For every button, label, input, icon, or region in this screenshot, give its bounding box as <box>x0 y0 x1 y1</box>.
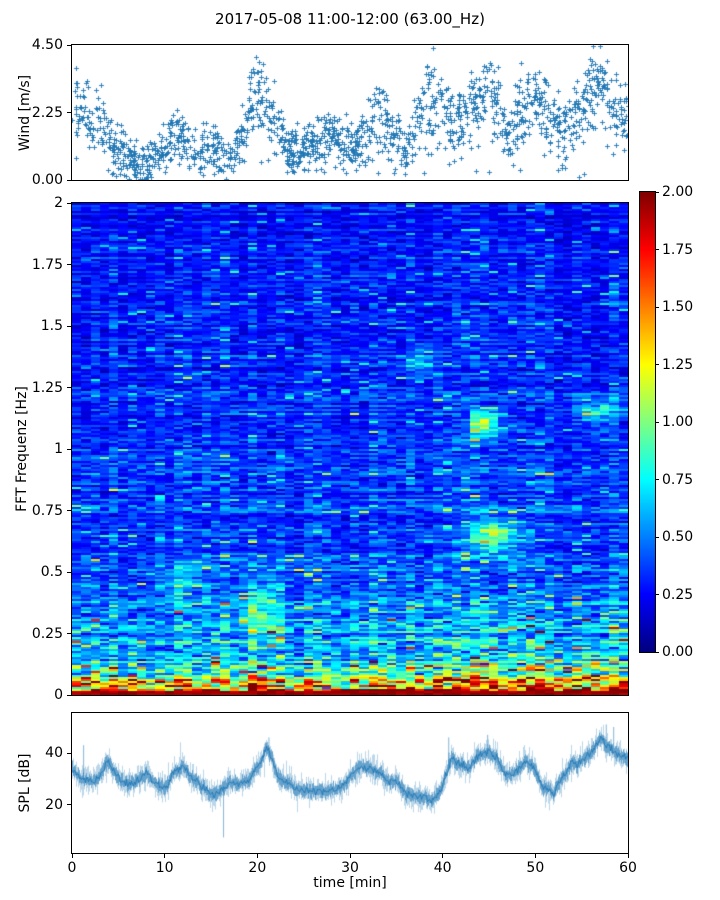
y-tick-label: 0 <box>54 687 63 703</box>
colorbar-tick-label: 2.00 <box>662 184 694 200</box>
colorbar <box>639 191 656 653</box>
y-tick-label: 0.25 <box>31 625 63 642</box>
y-tick-label: 0.00 <box>31 172 63 188</box>
spectrogram-heatmap-canvas <box>72 203 628 695</box>
colorbar-tick-mark <box>656 249 659 250</box>
colorbar-tick-label: 1.25 <box>662 356 694 373</box>
wind-axes <box>71 44 629 181</box>
x-axis-label: time [min] <box>313 875 387 891</box>
wind-y-axis-label: Wind [m/s] <box>17 74 33 152</box>
colorbar-tick-label: 0.75 <box>662 471 694 488</box>
spectrogram-y-axis-label: FFT Frequenz [Hz] <box>14 386 30 512</box>
colorbar-tick-mark <box>656 421 659 423</box>
y-tick-label: 0.5 <box>40 564 63 580</box>
x-tick-mark <box>349 854 351 858</box>
y-tick-label: 1.75 <box>31 256 63 273</box>
y-tick-label: 2 <box>54 195 63 211</box>
colorbar-tick-label: 1.75 <box>662 241 694 258</box>
colorbar-tick-mark <box>656 191 659 193</box>
spl-line-canvas <box>72 713 628 853</box>
colorbar-tick-label: 1.50 <box>662 299 694 315</box>
x-tick-mark <box>256 854 258 858</box>
colorbar-tick-mark <box>656 364 659 365</box>
colorbar-tick-mark <box>656 479 659 480</box>
x-tick-mark <box>627 854 629 858</box>
x-tick-mark <box>442 854 444 858</box>
x-tick-mark <box>71 854 73 858</box>
colorbar-tick-mark <box>656 306 659 308</box>
y-tick-label: 4.50 <box>31 37 63 53</box>
colorbar-tick-label: 0.25 <box>662 586 694 603</box>
colorbar-tick-mark <box>656 594 659 595</box>
chart-title: 2017-05-08 11:00-12:00 (63.00_Hz) <box>215 10 485 28</box>
x-tick-mark <box>534 854 536 858</box>
spl-axes <box>71 712 629 854</box>
colorbar-tick-label: 1.00 <box>662 414 694 430</box>
colorbar-gradient-canvas <box>640 192 655 652</box>
y-tick-label: 1.5 <box>40 318 63 334</box>
x-tick-mark <box>164 854 166 858</box>
wind-scatter-canvas <box>72 45 628 180</box>
colorbar-tick-label: 0.00 <box>662 644 694 660</box>
colorbar-tick-mark <box>656 536 659 538</box>
colorbar-tick-label: 0.50 <box>662 529 694 545</box>
spectrogram-axes <box>71 202 629 696</box>
spl-y-axis-label: SPL [dB] <box>17 753 33 813</box>
colorbar-tick-mark <box>656 651 659 653</box>
